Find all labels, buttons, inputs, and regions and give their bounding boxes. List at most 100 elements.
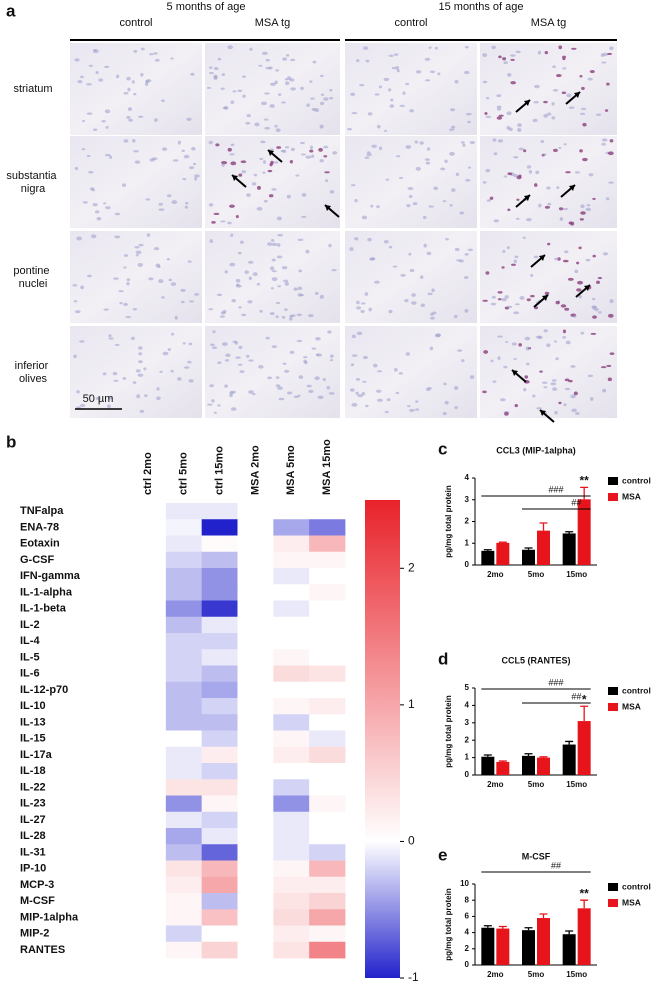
- heat-cell: [165, 925, 203, 943]
- cell: [137, 115, 144, 118]
- scale-bar-label: 50 µm: [83, 393, 114, 405]
- heat-cell: [273, 551, 310, 569]
- heat-cell: [309, 860, 346, 878]
- cell: [571, 47, 577, 50]
- cell: [389, 104, 395, 108]
- cell: [282, 57, 288, 61]
- cell: [319, 124, 324, 129]
- cell: [276, 146, 282, 149]
- cell: [186, 117, 192, 121]
- heat-cell: [165, 633, 203, 650]
- heat-cell: [237, 941, 274, 959]
- heat-cell: [273, 714, 310, 731]
- cell: [262, 171, 266, 174]
- heat-cell: [273, 600, 310, 618]
- cell: [376, 205, 380, 209]
- cell: [558, 401, 562, 405]
- cell: [320, 93, 325, 96]
- cell: [370, 257, 376, 261]
- micrograph: [205, 231, 340, 323]
- cell: [212, 330, 216, 334]
- cell: [261, 51, 268, 55]
- heat-cell: [201, 909, 238, 926]
- cell: [299, 141, 305, 145]
- cell: [562, 67, 567, 70]
- cell: [311, 154, 315, 159]
- cell: [444, 159, 448, 164]
- heat-cell: [165, 909, 203, 926]
- cell: [158, 208, 165, 211]
- cell: [188, 342, 193, 346]
- cell: [464, 276, 469, 280]
- heat-cell: [201, 844, 238, 861]
- cell: [554, 257, 559, 261]
- heat-cell: [237, 551, 274, 569]
- cell: [428, 46, 432, 49]
- cell: [194, 176, 198, 181]
- cell: [267, 169, 273, 173]
- cell: [104, 109, 111, 114]
- cell: [430, 316, 435, 320]
- cell: [424, 158, 431, 161]
- cell: [581, 86, 585, 90]
- column-label: MSA 2mo: [249, 445, 261, 495]
- cell: [132, 308, 138, 311]
- cell: [602, 52, 608, 57]
- cell: [516, 217, 520, 221]
- cell: [108, 334, 112, 338]
- cell: [140, 72, 144, 77]
- cell: [309, 145, 313, 150]
- cell: [465, 178, 471, 182]
- cell: [552, 387, 558, 391]
- cell: [530, 273, 534, 277]
- heat-cell: [130, 925, 167, 943]
- heat-cell: [309, 779, 346, 796]
- cell: [154, 58, 160, 62]
- cell: [302, 356, 308, 359]
- cell: [132, 381, 137, 385]
- heat-cell: [237, 925, 274, 943]
- cell: [296, 339, 303, 343]
- heat-cell: [237, 828, 274, 845]
- cell: [513, 173, 518, 178]
- micrograph: [345, 326, 477, 418]
- cell: [576, 261, 580, 265]
- cell: [435, 333, 441, 337]
- cell: [207, 403, 213, 406]
- cell: [230, 233, 234, 237]
- cell: [409, 268, 415, 273]
- heat-cell: [273, 828, 310, 845]
- cell: [189, 166, 195, 170]
- error-bar: [539, 913, 548, 919]
- y-tick-label: 2: [465, 735, 470, 744]
- y-tick-label: 3: [465, 718, 470, 727]
- cell: [113, 277, 119, 280]
- cell: [263, 199, 268, 203]
- micrograph: [205, 43, 340, 135]
- heat-cell: [273, 844, 310, 861]
- cell: [440, 167, 446, 171]
- y-tick-label: 5: [465, 683, 470, 692]
- cell: [140, 47, 145, 51]
- heat-cell: [130, 519, 167, 536]
- heat-cell: [273, 681, 310, 699]
- heat-cell: [165, 893, 203, 910]
- cell: [356, 58, 360, 63]
- heat-cell: [201, 665, 238, 683]
- cell: [153, 52, 158, 55]
- cell: [281, 101, 286, 104]
- cell: [242, 94, 246, 98]
- cell: [518, 147, 525, 151]
- x-tick-label: 2mo: [487, 970, 504, 979]
- cell: [188, 379, 194, 383]
- cell: [385, 178, 390, 181]
- row-label: IP-10: [20, 863, 46, 875]
- cell: [290, 87, 296, 91]
- cell: [485, 271, 490, 275]
- cell: [513, 357, 517, 361]
- cell: [507, 72, 512, 77]
- cell: [240, 160, 247, 164]
- cell: [558, 45, 563, 50]
- cell: [131, 80, 135, 84]
- heat-cell: [309, 844, 346, 861]
